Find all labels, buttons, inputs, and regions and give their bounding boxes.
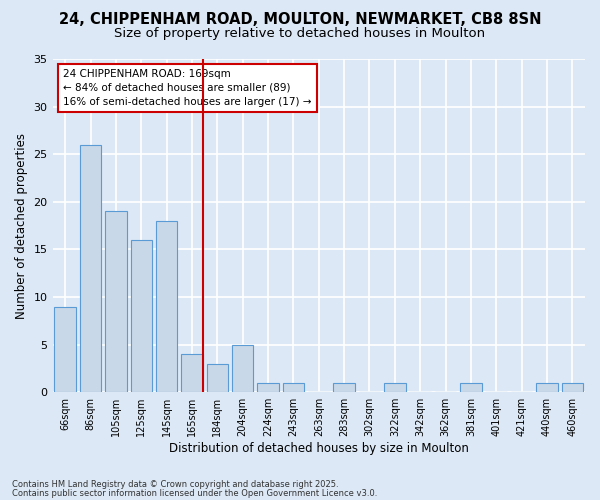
Y-axis label: Number of detached properties: Number of detached properties xyxy=(15,132,28,318)
X-axis label: Distribution of detached houses by size in Moulton: Distribution of detached houses by size … xyxy=(169,442,469,455)
Text: Contains HM Land Registry data © Crown copyright and database right 2025.: Contains HM Land Registry data © Crown c… xyxy=(12,480,338,489)
Bar xyxy=(536,382,558,392)
Bar xyxy=(80,144,101,392)
Text: Contains public sector information licensed under the Open Government Licence v3: Contains public sector information licen… xyxy=(12,489,377,498)
Text: Size of property relative to detached houses in Moulton: Size of property relative to detached ho… xyxy=(115,28,485,40)
Text: 24, CHIPPENHAM ROAD, MOULTON, NEWMARKET, CB8 8SN: 24, CHIPPENHAM ROAD, MOULTON, NEWMARKET,… xyxy=(59,12,541,28)
Bar xyxy=(232,344,253,392)
Bar xyxy=(334,382,355,392)
Bar xyxy=(105,212,127,392)
Bar xyxy=(283,382,304,392)
Bar xyxy=(460,382,482,392)
Bar xyxy=(131,240,152,392)
Bar xyxy=(384,382,406,392)
Text: 24 CHIPPENHAM ROAD: 169sqm
← 84% of detached houses are smaller (89)
16% of semi: 24 CHIPPENHAM ROAD: 169sqm ← 84% of deta… xyxy=(63,69,311,107)
Bar xyxy=(156,221,178,392)
Bar xyxy=(55,306,76,392)
Bar xyxy=(257,382,279,392)
Bar xyxy=(206,364,228,392)
Bar xyxy=(181,354,203,392)
Bar xyxy=(562,382,583,392)
